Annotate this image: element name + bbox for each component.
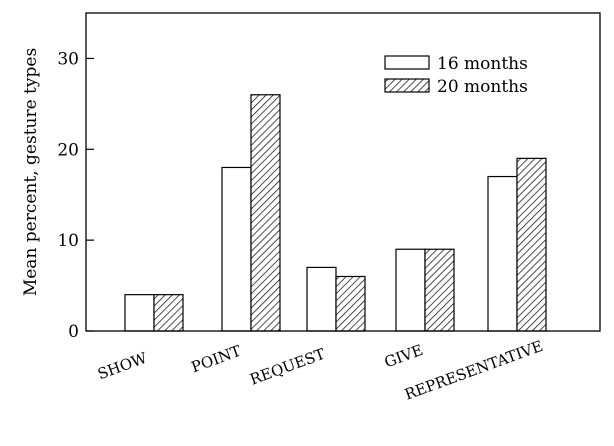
bar-request-20-months — [335, 275, 366, 332]
y-axis-title: Mean percent, gesture types — [21, 48, 41, 296]
y-axis-ticks: 0 10 20 30 — [57, 49, 94, 342]
plot-frame — [85, 12, 601, 332]
legend: 16 months 20 months — [384, 54, 528, 97]
legend-swatch-16-months — [384, 55, 430, 70]
category-label-request: REQUEST — [248, 345, 328, 389]
bar-representative-16-months — [487, 175, 518, 332]
bar-request-16-months — [306, 266, 337, 332]
bar-point-16-months — [221, 166, 252, 332]
bar-point-20-months — [250, 94, 281, 332]
bar-show-16-months — [124, 294, 155, 332]
category-label-show: SHOW — [95, 349, 150, 384]
bar-show-20-months — [153, 294, 184, 332]
y-tick-label-10: 10 — [57, 231, 79, 251]
y-axis-title-group: Mean percent, gesture types — [21, 48, 41, 296]
y-tick-label-0: 0 — [68, 322, 79, 342]
y-tick-label-30: 30 — [57, 49, 79, 69]
legend-label-16-months: 16 months — [437, 54, 528, 74]
category-label-point: POINT — [189, 342, 244, 377]
category-label-give: GIVE — [382, 341, 425, 371]
legend-label-20-months: 20 months — [437, 77, 528, 97]
bars — [124, 94, 547, 332]
legend-swatch-20-months — [384, 78, 430, 93]
category-label-representative: REPRESENTATIVE — [402, 337, 545, 404]
bar-representative-20-months — [516, 157, 547, 332]
bar-give-20-months — [424, 248, 455, 332]
bar-give-16-months — [395, 248, 426, 332]
y-tick-label-20: 20 — [57, 140, 79, 160]
